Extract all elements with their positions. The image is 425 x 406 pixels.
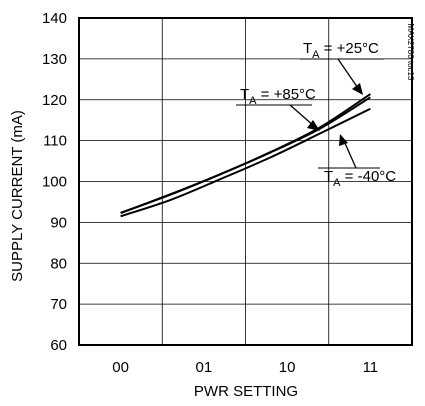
y-axis-title: SUPPLY CURRENT (mA) bbox=[9, 110, 26, 282]
svg-text:TA = -40°C: TA = -40°C bbox=[324, 168, 396, 189]
series-label-85c: TA = +85°C bbox=[236, 86, 320, 131]
series-label-25c-arrowhead bbox=[352, 83, 363, 95]
series-lines bbox=[120, 93, 371, 218]
x-tick-label: 00 bbox=[112, 359, 129, 376]
x-tick-label: 11 bbox=[363, 359, 379, 376]
y-tick-label: 70 bbox=[50, 296, 67, 313]
series-line-minus40c bbox=[120, 107, 371, 218]
x-axis-title: PWR SETTING bbox=[194, 383, 298, 400]
series-label-85c-leader bbox=[289, 104, 315, 127]
series-label-25c-leader bbox=[337, 58, 361, 92]
y-tick-label: 90 bbox=[50, 214, 67, 231]
series-label-minus40c-leader bbox=[343, 140, 357, 169]
x-tick-label: 10 bbox=[279, 359, 296, 376]
x-tick-label: 01 bbox=[196, 359, 213, 376]
svg-text:TA = +85°C: TA = +85°C bbox=[240, 86, 316, 107]
series-label-85c-arrowhead bbox=[307, 120, 320, 131]
y-tick-label: 100 bbox=[42, 174, 67, 191]
y-tick-label: 120 bbox=[42, 92, 67, 109]
y-tick-label: 110 bbox=[43, 133, 67, 150]
series-label-minus40c-arrowhead bbox=[339, 134, 348, 146]
y-tick-label: 60 bbox=[50, 337, 67, 354]
svg-text:TA = +25°C: TA = +25°C bbox=[303, 40, 379, 61]
y-tick-label: 80 bbox=[50, 255, 67, 272]
figure-watermark: MAX2780 toc13 bbox=[406, 24, 415, 81]
y-tick-label: 130 bbox=[42, 51, 67, 68]
series-line-85c bbox=[120, 96, 371, 214]
grid-lines bbox=[79, 18, 412, 345]
series-label-25c: TA = +25°C bbox=[300, 40, 384, 95]
y-tick-label: 140 bbox=[42, 10, 67, 27]
plot-frame bbox=[78, 17, 413, 346]
y-tick-labels: 60 70 80 90 100 110 120 130 140 bbox=[42, 10, 67, 354]
x-tick-labels: 00 01 10 11 bbox=[112, 359, 378, 376]
series-label-minus40c: TA = -40°C bbox=[318, 134, 396, 189]
